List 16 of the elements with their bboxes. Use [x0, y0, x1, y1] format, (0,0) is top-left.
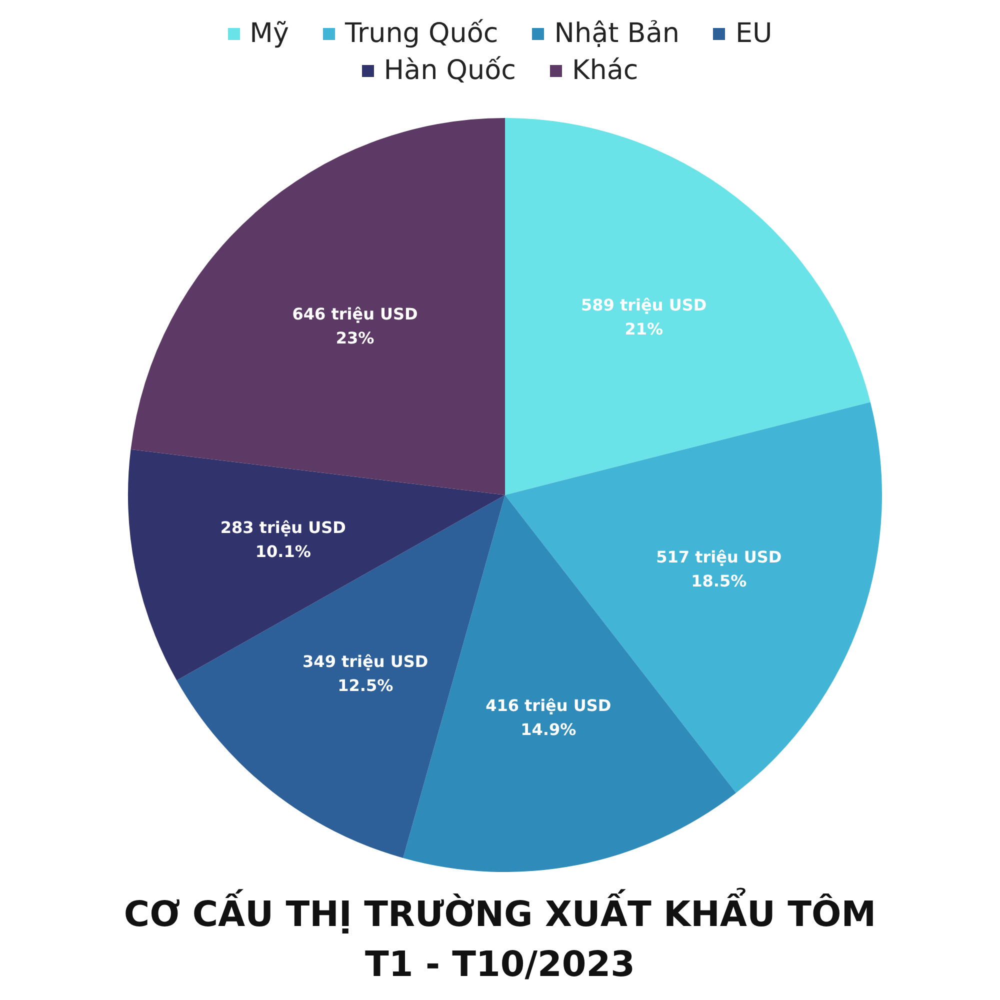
pie-slice [128, 449, 505, 680]
legend-label: Khác [572, 55, 638, 86]
pie-slice [505, 118, 870, 495]
legend-label: Nhật Bản [554, 18, 680, 49]
text: CƠ CẤU THỊ TRƯỜNG XUẤT KHẨU TÔM T1 - T10/2023 [122, 890, 878, 987]
legend-label: Hàn Quốc [384, 55, 516, 86]
data-label: 349 triệu USD 12.5% [302, 651, 428, 694]
data-label: 283 triệu USD 10.1% [220, 518, 346, 561]
data-label: 589 triệu USD 21% [581, 294, 707, 338]
pie-slice [130, 118, 505, 495]
data-label: 416 triệu USD 14.9% [486, 696, 612, 738]
data-label: 646 triệu USD 23% [292, 304, 418, 348]
data-label: 517 triệu USD 18.5% [656, 547, 782, 590]
legend-label: Mỹ [250, 18, 289, 49]
legend-label: Trung Quốc [344, 18, 498, 49]
legend-label: EU [735, 18, 772, 49]
